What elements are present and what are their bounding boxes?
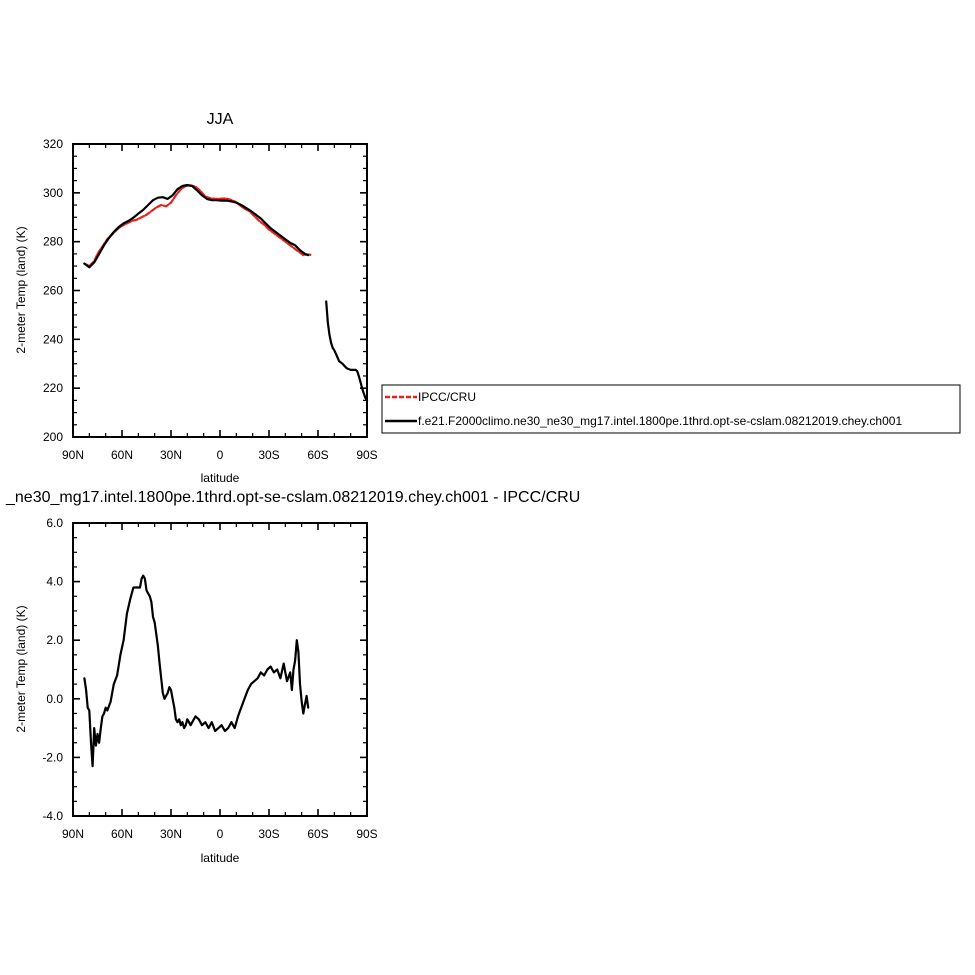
top-chart-x-tick-label: 60N <box>111 448 133 462</box>
bottom-chart-plot-frame <box>72 522 368 817</box>
top-chart-title: JJA <box>207 111 234 128</box>
top-chart-y-tick-label: 280 <box>43 235 63 249</box>
legend-label-model: f.e21.F2000climo.ne30_ne30_mg17.intel.18… <box>418 414 902 428</box>
top-chart: JJA 2-meter Temp (land) (K) latitude 200… <box>14 111 378 485</box>
legend-box <box>381 384 961 434</box>
bottom-chart-x-tick-label: 0 <box>217 827 224 841</box>
bottom-chart-x-tick-label: 30N <box>160 827 182 841</box>
top-chart-y-tick-label: 300 <box>43 186 63 200</box>
bottom-chart-ticks: -4.0 -2.0 0.0 2.0 4.0 6.0 90N 60N 30N 0 30S 60S 90S <box>42 516 377 841</box>
top-chart-x-tick-label: 30N <box>160 448 182 462</box>
legend-label-ipcc: IPCC/CRU <box>418 390 476 404</box>
bottom-chart-x-tick-label: 30S <box>258 827 279 841</box>
bottom-chart-x-tick-label: 60S <box>307 827 328 841</box>
bottom-chart-xlabel: latitude <box>201 851 240 865</box>
top-chart-series-line-0 <box>83 184 313 268</box>
top-chart-x-tick-label: 0 <box>217 448 224 462</box>
legend: IPCC/CRU f.e21.F2000climo.ne30_ne30_mg17… <box>381 384 961 434</box>
top-chart-y-tick-label: 260 <box>43 284 63 298</box>
top-chart-series-line-1 <box>83 183 310 269</box>
bottom-chart-y-tick-label: 0.0 <box>46 692 63 706</box>
bottom-chart-series <box>83 574 310 768</box>
top-chart-ylabel: 2-meter Temp (land) (K) <box>14 226 28 353</box>
top-chart-ticks: 200 220 240 260 280 300 320 90N 60N 30N 0 30S 60S 90S <box>43 137 378 462</box>
bottom-chart: _ne30_mg17.intel.1800pe.1thrd.opt-se-csl… <box>5 489 580 865</box>
bottom-chart-title: _ne30_mg17.intel.1800pe.1thrd.opt-se-csl… <box>5 489 580 506</box>
bottom-chart-x-tick-label: 60N <box>111 827 133 841</box>
top-chart-x-tick-label: 30S <box>258 448 279 462</box>
top-chart-x-tick-label: 60S <box>307 448 328 462</box>
top-chart-x-tick-label: 90S <box>356 448 377 462</box>
bottom-chart-x-tick-label: 90S <box>356 827 377 841</box>
top-chart-x-tick-label: 90N <box>62 448 84 462</box>
top-chart-xlabel: latitude <box>201 471 240 485</box>
top-chart-series <box>83 183 369 402</box>
bottom-chart-series-line-0 <box>83 574 310 768</box>
top-chart-y-tick-label: 220 <box>43 381 63 395</box>
bottom-chart-y-tick-label: 6.0 <box>46 516 63 530</box>
top-chart-y-tick-label: 240 <box>43 332 63 346</box>
bottom-chart-ylabel: 2-meter Temp (land) (K) <box>14 605 28 732</box>
bottom-chart-y-tick-label: 2.0 <box>46 633 63 647</box>
top-chart-y-tick-label: 200 <box>43 430 63 444</box>
bottom-chart-y-tick-label: 4.0 <box>46 575 63 589</box>
bottom-chart-y-tick-label: -4.0 <box>42 809 63 823</box>
top-chart-series-line-2 <box>325 300 369 402</box>
top-chart-y-tick-label: 320 <box>43 137 63 151</box>
bottom-chart-y-tick-label: -2.0 <box>42 750 63 764</box>
bottom-chart-x-tick-label: 90N <box>62 827 84 841</box>
top-chart-plot-frame <box>72 143 368 438</box>
